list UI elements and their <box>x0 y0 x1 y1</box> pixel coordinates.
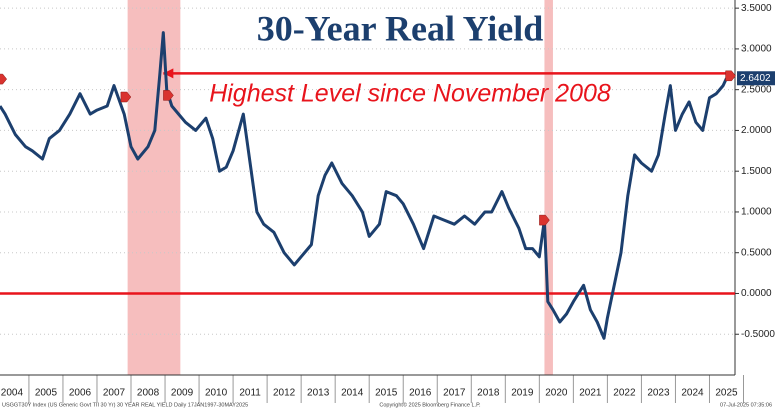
last-value-box <box>737 71 775 86</box>
y-tick-label: 3.0000 <box>741 44 772 55</box>
x-tick-label: 2017 <box>443 388 466 399</box>
footer-right: 07-Jul-2025 07:35:06 <box>720 402 772 408</box>
footer-left: USGGT30Y Index (US Generic Govt TII 30 Y… <box>2 402 248 408</box>
shaded-range <box>544 0 553 375</box>
x-tick-label: 2004 <box>1 388 24 399</box>
x-tick-label: 2006 <box>69 388 92 399</box>
x-tick-label: 2021 <box>579 388 602 399</box>
y-tick-label: 1.5000 <box>741 166 772 177</box>
x-tick-label: 2016 <box>409 388 432 399</box>
x-tick-label: 2022 <box>613 388 636 399</box>
x-tick-label: 2007 <box>103 388 126 399</box>
y-tick-label: 3.5000 <box>741 3 772 14</box>
x-tick-label: 2023 <box>647 388 670 399</box>
event-marker <box>163 90 174 101</box>
arrow-head <box>163 68 174 79</box>
x-tick-label: 2015 <box>375 388 398 399</box>
y-tick-label: 1.0000 <box>741 207 772 218</box>
y-tick-label: 2.5000 <box>741 84 772 95</box>
footer-center: Copyright© 2025 Bloomberg Finance L.P. <box>379 401 481 408</box>
x-tick-label: 2011 <box>239 388 261 399</box>
x-tick-label: 2024 <box>681 388 704 399</box>
event-marker <box>539 214 550 226</box>
event-marker <box>725 70 736 82</box>
y-tick-label: -0.5000 <box>741 329 775 340</box>
annotation: Highest Level since November 2008 <box>209 80 611 108</box>
chart-title: 30-Year Real Yield <box>257 8 544 48</box>
x-tick-label: 2008 <box>137 388 160 399</box>
x-tick-label: 2012 <box>273 388 296 399</box>
x-tick-label: 2009 <box>171 388 194 399</box>
shaded-range <box>127 0 181 375</box>
line-series <box>0 31 728 340</box>
x-tick-label: 2018 <box>477 388 500 399</box>
last-value-label: 2.6402 <box>740 73 771 84</box>
x-tick-label: 2010 <box>205 388 228 399</box>
x-tick-label: 2013 <box>307 388 330 399</box>
event-marker <box>0 73 8 85</box>
y-tick-label: 0.5000 <box>741 247 772 258</box>
x-tick-label: 2014 <box>341 388 364 399</box>
x-tick-label: 2025 <box>715 388 738 399</box>
x-tick-label: 2020 <box>545 388 568 399</box>
x-tick-label: 2005 <box>35 388 58 399</box>
y-tick-label: 0.0000 <box>741 288 772 299</box>
x-tick-label: 2019 <box>511 388 534 399</box>
event-marker <box>120 91 132 103</box>
y-tick-label: 2.0000 <box>741 125 772 136</box>
